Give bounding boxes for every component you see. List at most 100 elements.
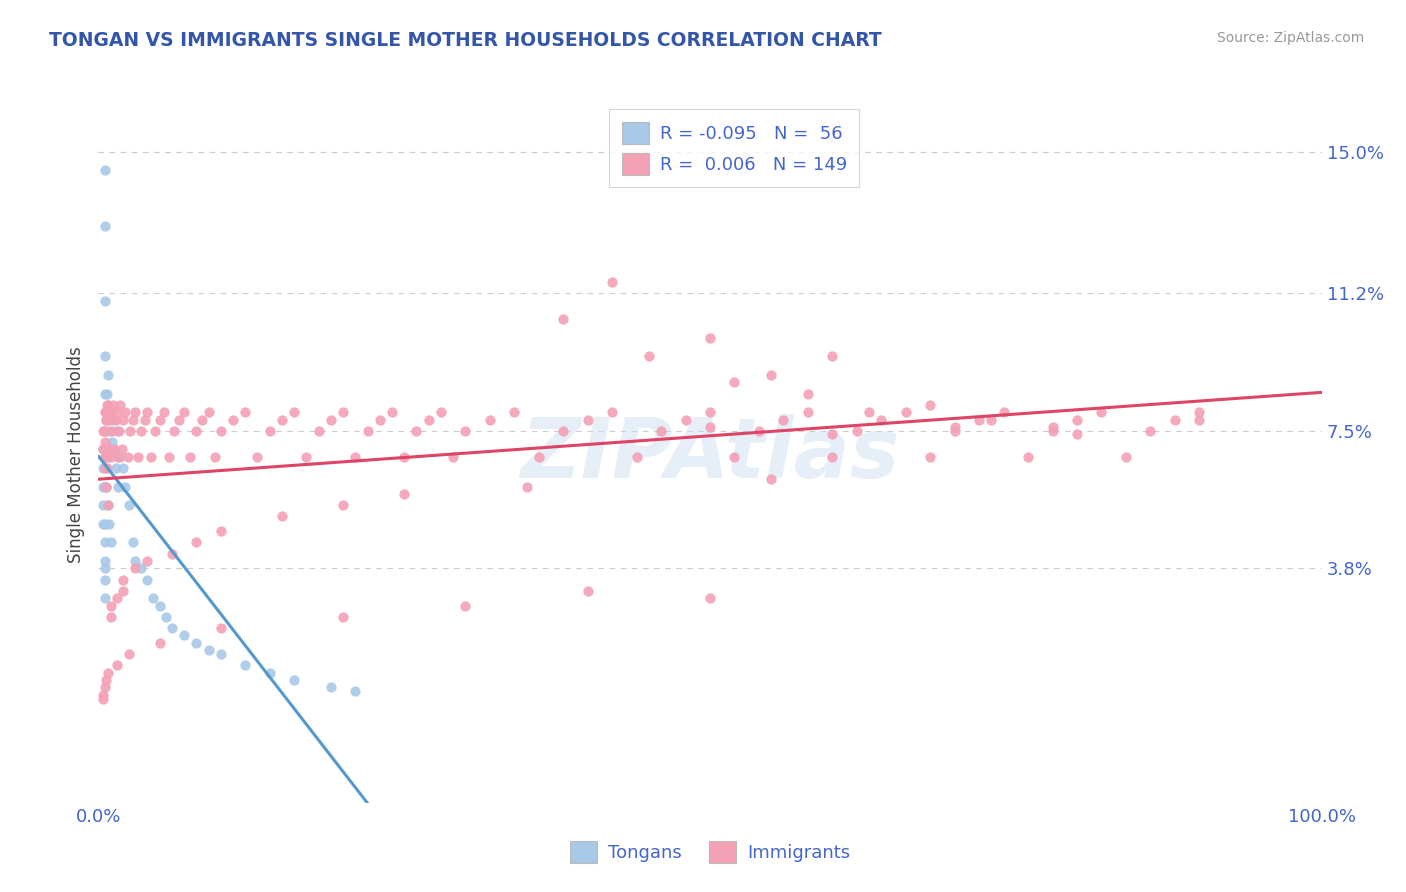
Point [980,412,1002,426]
Point [270,509,294,524]
Point [101,434,124,449]
Point [136,405,159,419]
Point [392,450,416,464]
Point [870,412,893,426]
Point [108,424,131,438]
Point [93,434,115,449]
Point [91,691,114,706]
Point [356,424,378,438]
Point [699,405,721,419]
Point [129,561,152,575]
Point [114,405,136,419]
Point [100,599,122,613]
Point [136,573,159,587]
Point [139,450,162,464]
Point [100,535,122,549]
Point [845,424,868,438]
Point [943,424,966,438]
Point [111,412,134,426]
Point [103,442,125,457]
Point [96,461,118,475]
Point [105,658,128,673]
Point [478,412,501,426]
Point [114,479,136,493]
Point [93,554,115,568]
Point [1066,412,1088,426]
Point [197,405,219,419]
Point [91,461,114,475]
Point [100,450,122,464]
Point [93,681,115,695]
Point [515,479,537,493]
Point [270,412,294,426]
Point [699,420,721,434]
Point [94,479,117,493]
Point [967,412,990,426]
Point [107,479,129,493]
Point [186,636,208,650]
Point [259,424,281,438]
Point [93,163,115,178]
Point [553,312,575,326]
Point [91,498,114,512]
Point [920,450,942,464]
Point [94,405,117,419]
Point [149,599,172,613]
Point [1164,412,1187,426]
Point [638,349,661,363]
Point [149,412,172,426]
Point [91,688,114,702]
Point [723,376,745,390]
Point [121,535,143,549]
Point [405,424,427,438]
Point [101,424,124,438]
Point [160,621,183,635]
Point [111,461,134,475]
Point [94,673,117,687]
Point [118,498,141,512]
Point [1042,424,1064,438]
Point [107,450,129,464]
Point [117,450,139,464]
Point [553,424,575,438]
Point [222,412,245,426]
Point [295,450,318,464]
Point [173,628,195,642]
Point [233,658,256,673]
Point [93,405,115,419]
Point [675,412,697,426]
Point [392,487,416,501]
Text: TONGAN VS IMMIGRANTS SINGLE MOTHER HOUSEHOLDS CORRELATION CHART: TONGAN VS IMMIGRANTS SINGLE MOTHER HOUSE… [49,31,882,50]
Point [772,412,794,426]
Point [626,450,648,464]
Point [100,609,122,624]
Point [93,461,115,475]
Point [93,535,115,549]
Point [993,405,1015,419]
Point [96,398,118,412]
Point [101,398,124,412]
Point [319,681,342,695]
Point [143,424,166,438]
Point [163,424,186,438]
Point [93,386,115,401]
Point [111,442,134,457]
Point [761,472,783,486]
Point [761,368,783,382]
Point [94,412,117,426]
Point [441,450,464,464]
Text: Source: ZipAtlas.com: Source: ZipAtlas.com [1216,31,1364,45]
Point [91,479,114,493]
Point [332,498,354,512]
Point [748,424,770,438]
Point [121,412,143,426]
Point [98,424,121,438]
Point [173,405,195,419]
Point [97,368,120,382]
Point [332,609,354,624]
Point [155,609,177,624]
Point [149,636,172,650]
Point [97,498,120,512]
Point [93,591,115,606]
Point [93,349,115,363]
